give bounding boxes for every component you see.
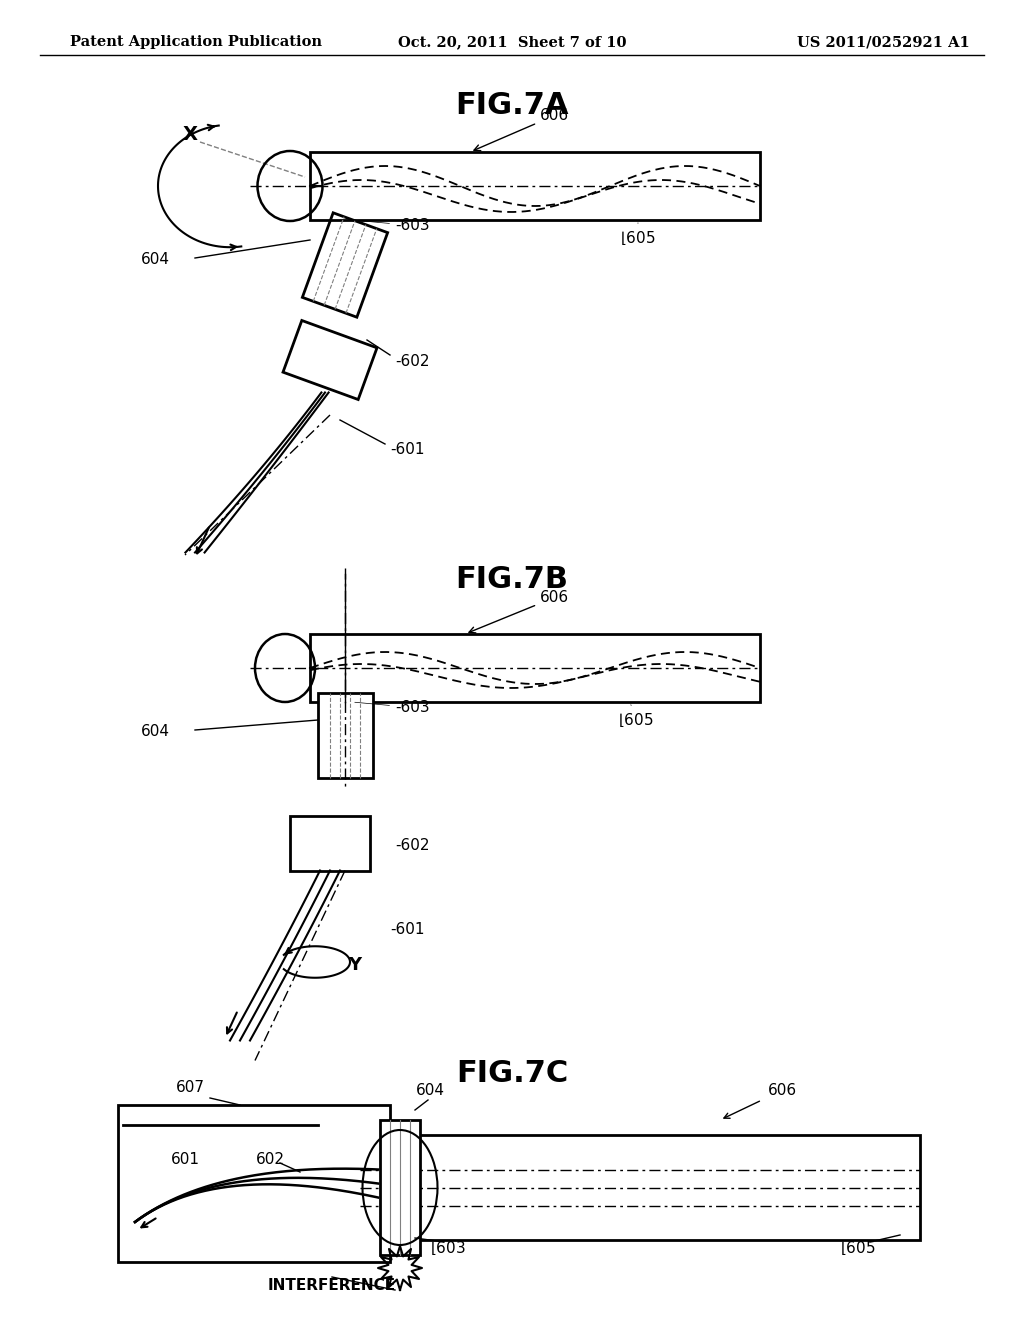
- Text: Patent Application Publication: Patent Application Publication: [70, 36, 322, 49]
- Text: 606: 606: [469, 590, 569, 632]
- Text: 604: 604: [416, 1082, 444, 1098]
- Text: US 2011/0252921 A1: US 2011/0252921 A1: [798, 36, 970, 49]
- Text: $\lfloor$603: $\lfloor$603: [430, 1239, 466, 1257]
- Text: 601: 601: [171, 1152, 200, 1167]
- Bar: [310, 634, 760, 702]
- Text: 607: 607: [175, 1080, 205, 1096]
- Bar: [310, 152, 760, 220]
- Text: $\lfloor$605: $\lfloor$605: [620, 223, 655, 247]
- Text: FIG.7C: FIG.7C: [456, 1060, 568, 1089]
- Text: $\lfloor$605: $\lfloor$605: [618, 705, 653, 729]
- Text: 602: 602: [256, 1152, 285, 1167]
- Text: -601: -601: [390, 923, 425, 937]
- Text: Y: Y: [348, 956, 361, 974]
- Bar: [290, 816, 370, 870]
- Bar: [380, 1119, 420, 1255]
- Text: 604: 604: [141, 725, 170, 739]
- Text: FIG.7A: FIG.7A: [456, 91, 568, 120]
- Text: X: X: [182, 125, 198, 144]
- Bar: [390, 1135, 920, 1239]
- Text: -602: -602: [395, 355, 429, 370]
- Text: 604: 604: [141, 252, 170, 268]
- Bar: [317, 693, 373, 777]
- Bar: [118, 1105, 390, 1262]
- Text: $\lfloor$605: $\lfloor$605: [840, 1239, 876, 1257]
- Text: Oct. 20, 2011  Sheet 7 of 10: Oct. 20, 2011 Sheet 7 of 10: [397, 36, 627, 49]
- Text: -601: -601: [390, 442, 425, 458]
- Text: -602: -602: [395, 837, 429, 853]
- Text: -603: -603: [354, 218, 430, 234]
- Text: 606: 606: [474, 108, 569, 150]
- Text: INTERFERENCE: INTERFERENCE: [268, 1278, 396, 1292]
- Text: 606: 606: [768, 1082, 797, 1098]
- Text: -603: -603: [354, 700, 430, 715]
- Text: FIG.7B: FIG.7B: [456, 565, 568, 594]
